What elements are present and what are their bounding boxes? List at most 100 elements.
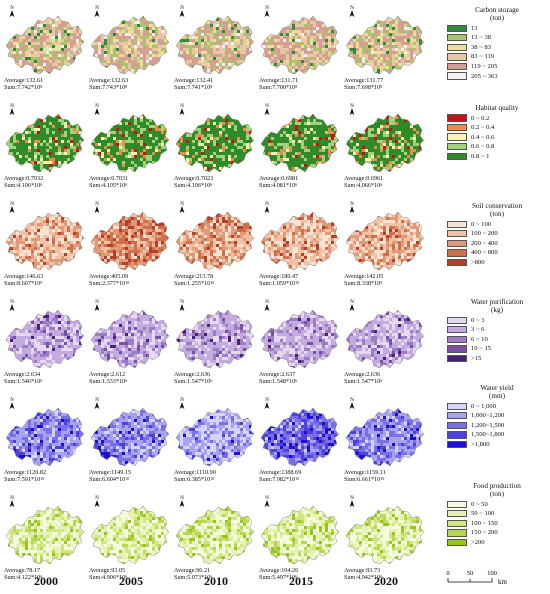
legend-label: 6 ~ 10	[471, 335, 488, 343]
legend-label: 10 ~ 15	[471, 345, 492, 353]
north-arrow-icon: N	[92, 4, 102, 18]
sum-exponent: 6	[295, 182, 298, 187]
average-label: Average:104.26	[259, 567, 299, 574]
legend-label: 1,500~1,800	[471, 431, 505, 439]
sum-base: Sum:2.377*10	[89, 280, 126, 287]
sum-exponent: 8	[40, 84, 43, 89]
sum-label: Sum:4.106*106	[174, 182, 212, 189]
legend-swatch	[447, 239, 467, 248]
map-5-2005	[89, 502, 173, 568]
sum-exponent: 8	[210, 84, 213, 89]
sum-base: Sum:5.497*10	[259, 574, 296, 581]
average-label: Average:132.61	[4, 77, 44, 84]
north-arrow-icon: N	[262, 494, 272, 508]
legend-label: 150 ~ 200	[471, 529, 498, 537]
sum-base: Sum:8.338*10	[344, 280, 381, 287]
sum-exponent: 6	[40, 182, 43, 187]
legend-label: 13	[471, 24, 478, 32]
map-3-2020	[344, 306, 428, 372]
map-4-2005	[89, 404, 173, 470]
sum-base: Sum:4.081*10	[259, 182, 296, 189]
legend-item: 0.8 ~ 1	[447, 152, 547, 162]
average-label: Average:405.09	[89, 273, 129, 280]
legend-label: 0 ~ 0.2	[471, 114, 490, 122]
sum-exponent: 6	[125, 378, 128, 383]
average-label: Average:93.05	[89, 567, 126, 574]
north-arrow-icon: N	[177, 200, 187, 214]
average-label: Average:132.41	[174, 77, 214, 84]
sum-exponent: 9	[380, 280, 383, 285]
legend-label: 0 ~ 50	[471, 500, 488, 508]
legend-swatch	[447, 72, 467, 80]
sum-label: Sum:6.385*1010	[174, 476, 214, 483]
legend-swatch	[447, 519, 467, 528]
sum-base: Sum:7.982*10	[259, 476, 296, 483]
north-label: N	[180, 202, 184, 207]
legend-label: 400 ~ 800	[471, 249, 498, 257]
sum-label: Sum:5.497*106	[259, 574, 297, 581]
legend-swatch	[447, 316, 467, 324]
north-label: N	[95, 104, 99, 109]
north-label: N	[350, 104, 354, 109]
sum-label: Sum:4.081*106	[259, 182, 297, 189]
sum-exponent: 8	[295, 84, 298, 89]
legend-item: 38 ~ 83	[447, 43, 547, 53]
year-label-2005: 2005	[119, 574, 143, 588]
legend-item: 1,000~1,200	[447, 411, 547, 421]
north-label: N	[180, 104, 184, 109]
legend-label: 200 ~ 400	[471, 239, 498, 247]
legend-item: 50 ~ 100	[447, 509, 547, 519]
sum-exponent: 6	[125, 182, 128, 187]
year-label-2010: 2010	[204, 574, 228, 588]
legend-swatch	[447, 43, 467, 52]
north-arrow-icon: N	[177, 102, 187, 116]
sum-label: Sum:1.533*106	[89, 378, 127, 385]
legend-item: 0 ~ 100	[447, 219, 547, 229]
north-arrow-icon: N	[347, 4, 357, 18]
sum-base: Sum:6.661*10	[344, 476, 381, 483]
north-arrow-icon: N	[7, 4, 17, 18]
north-arrow-icon: N	[92, 298, 102, 312]
map-4-2020	[344, 404, 428, 470]
average-label: Average:1120.82	[4, 469, 47, 476]
legend-label: 3 ~ 6	[471, 326, 485, 334]
sum-exponent: 6	[210, 182, 213, 187]
north-arrow-icon: N	[262, 396, 272, 410]
legend-label: 50 ~ 100	[471, 510, 495, 518]
sum-base: Sum:6.604*10	[89, 476, 126, 483]
average-label: Average:0.7031	[89, 175, 129, 182]
legend-item: 400 ~ 800	[447, 248, 547, 258]
average-label: Average:146.63	[4, 273, 44, 280]
north-arrow-icon: N	[92, 494, 102, 508]
legend-unit: (ton)	[490, 490, 504, 499]
legend-swatch	[447, 152, 467, 161]
average-label: Average:2.637	[259, 371, 296, 378]
sum-exponent: 6	[210, 378, 213, 383]
sum-label: Sum:7.741*108	[174, 84, 212, 91]
sum-exponent: 6	[295, 378, 298, 383]
north-label: N	[350, 496, 354, 501]
sum-base: Sum:4.106*10	[174, 182, 211, 189]
north-label: N	[10, 104, 14, 109]
sum-label: Sum:6.661*1010	[344, 476, 384, 483]
sum-base: Sum:4.122*10	[4, 574, 41, 581]
legend-swatch	[447, 220, 467, 228]
legend-label: >15	[471, 355, 482, 363]
sum-label: Sum:7.743*108	[89, 84, 127, 91]
legend-label: 0 ~ 1,000	[471, 402, 496, 410]
legend-label: 119 ~ 205	[471, 63, 498, 71]
legend-label: 1,200~1,500	[471, 421, 505, 429]
legend-0: Carbon storage (ton) 13 13 ~ 38 38 ~ 83 83 ~ …	[447, 6, 547, 81]
sum-exponent: 10	[380, 476, 385, 481]
legend-unit: (ton)	[490, 210, 504, 219]
sum-exponent: 10	[125, 280, 130, 285]
legend-item: >1,800	[447, 440, 547, 450]
legend-label: 1,000~1,200	[471, 412, 505, 420]
sum-base: Sum:1.546*10	[4, 378, 41, 385]
north-arrow-icon: N	[347, 102, 357, 116]
average-label: Average:131.77	[344, 77, 384, 84]
north-label: N	[180, 496, 184, 501]
sum-base: Sum:4.106*10	[4, 182, 41, 189]
legend-title: Soil conservation (ton)	[447, 202, 547, 218]
